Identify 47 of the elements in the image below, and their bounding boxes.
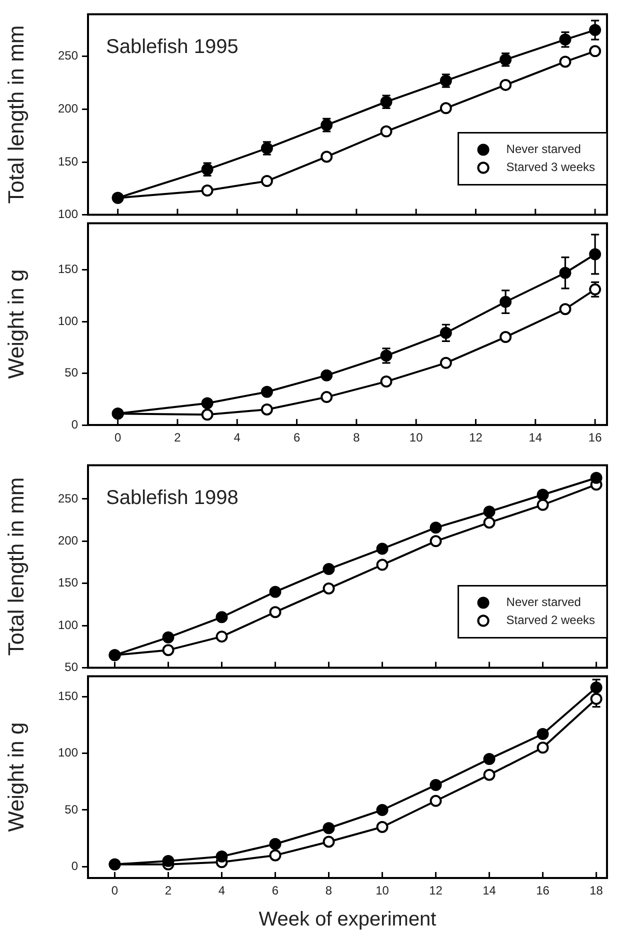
x-tick-label: 12 <box>469 430 483 445</box>
y-tick-label: 0 <box>71 417 78 432</box>
legend-label: Never starved <box>506 142 581 156</box>
y-tick-label: 0 <box>71 858 78 873</box>
x-tick-label: 6 <box>293 430 300 445</box>
x-tick-label: 10 <box>376 884 390 898</box>
y-tick-label: 200 <box>58 533 78 548</box>
x-tick-label: 16 <box>536 884 550 898</box>
y-axis-title: Total length in mm <box>3 25 28 204</box>
x-tick-label: 6 <box>272 884 279 898</box>
x-tick-label: 12 <box>429 884 443 898</box>
y-tick-label: 100 <box>58 746 78 760</box>
y-tick-label: 150 <box>58 154 78 168</box>
y-tick-label: 250 <box>58 48 78 63</box>
text: Sablefish 1995 <box>106 36 238 58</box>
y-tick-label: 150 <box>58 262 78 276</box>
y-tick-label: 150 <box>58 688 78 703</box>
y-tick-label: 200 <box>58 102 78 116</box>
x-tick-label: 4 <box>218 884 226 898</box>
x-tick-label: 14 <box>482 884 496 898</box>
y-axis-title: Total length in mm <box>3 477 28 656</box>
x-tick-label: 18 <box>590 884 604 898</box>
x-tick-label: 2 <box>174 430 182 445</box>
x-tick-label: 0 <box>114 430 122 445</box>
x-axis-title: Week of experiment <box>258 908 437 931</box>
y-tick-label: 50 <box>64 660 78 674</box>
y-tick-label: 100 <box>58 207 78 222</box>
x-tick-label: 10 <box>409 430 424 445</box>
y-axis-title: Weight in g <box>3 722 28 832</box>
y-tick-label: 100 <box>58 618 78 632</box>
x-tick-label: 4 <box>234 430 241 445</box>
text: Sablefish 1998 <box>106 487 238 510</box>
y-tick-label: 150 <box>58 576 78 590</box>
legend-label: Starved 3 weeks <box>506 160 596 174</box>
x-tick-label: 14 <box>528 430 542 445</box>
y-tick-label: 250 <box>58 491 78 506</box>
x-tick-label: 8 <box>325 884 332 898</box>
x-tick-label: 2 <box>164 884 172 898</box>
y-axis-title: Weight in g <box>3 269 28 379</box>
legend-label: Never starved <box>506 595 581 610</box>
x-tick-label: 8 <box>353 430 360 445</box>
y-tick-label: 50 <box>64 802 78 816</box>
x-tick-label: 0 <box>111 884 118 898</box>
legend-label: Starved 2 weeks <box>506 613 596 628</box>
x-tick-label: 16 <box>588 430 602 445</box>
y-tick-label: 100 <box>58 314 78 328</box>
y-tick-label: 50 <box>64 366 78 380</box>
